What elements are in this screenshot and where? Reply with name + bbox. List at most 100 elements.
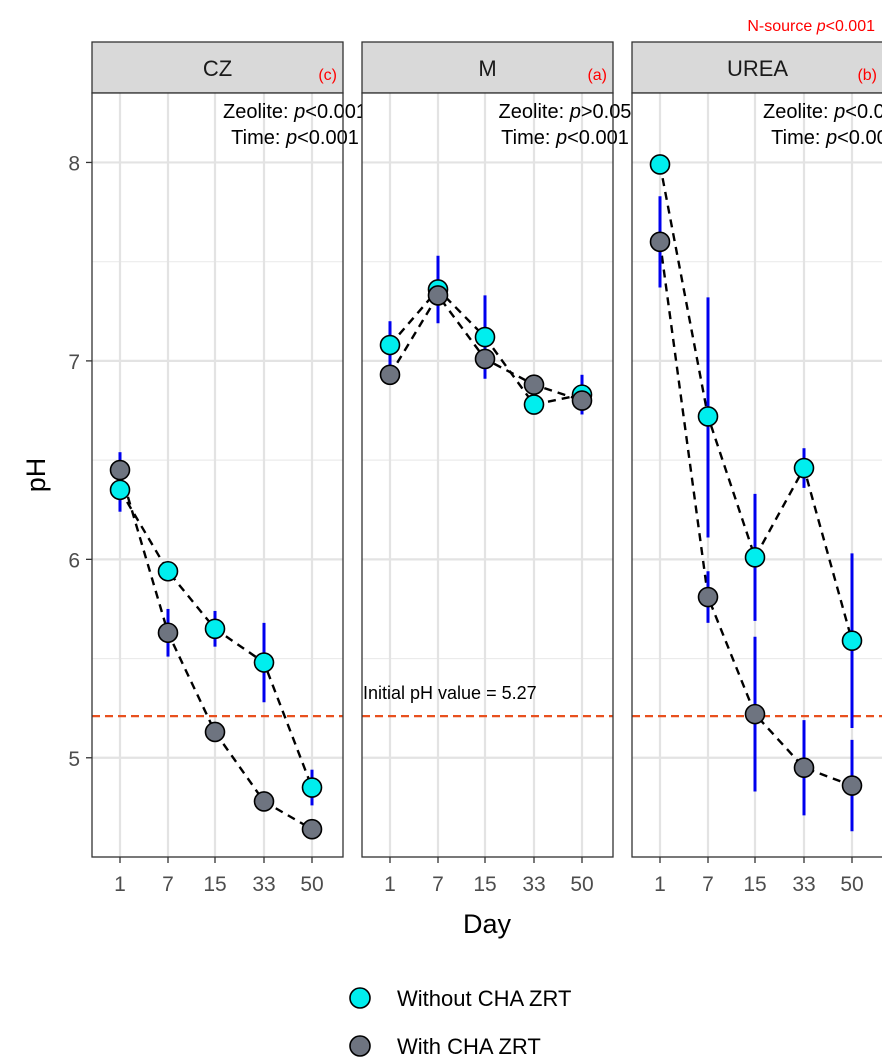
y-tick-label: 7	[68, 351, 80, 374]
annotation-line: Zeolite: p<0.001	[763, 101, 882, 123]
data-point-without	[157, 560, 179, 582]
data-point-without	[793, 457, 815, 479]
data-point-without	[649, 154, 671, 175]
panel-tag: (c)	[318, 67, 337, 84]
annotation-p: p	[293, 101, 305, 123]
annotation-value: >0.05	[581, 101, 632, 123]
n-source-prefix: N-source	[747, 18, 816, 35]
annotation-value: <0.001	[297, 127, 359, 149]
x-tick-label: 15	[473, 873, 496, 896]
legend-marker	[349, 1035, 371, 1057]
annotation-prefix: Zeolite:	[499, 101, 570, 123]
n-source-p: p	[816, 18, 826, 35]
x-tick-label: 7	[702, 873, 714, 896]
panel-tag: (b)	[857, 67, 877, 84]
y-tick-label: 6	[68, 549, 80, 572]
panel-border	[361, 92, 614, 858]
data-point-without	[523, 394, 545, 415]
data-point-with	[157, 622, 179, 644]
x-tick-label: 1	[114, 873, 126, 896]
x-tick-label: 33	[522, 873, 545, 896]
x-tick-label: 7	[432, 873, 444, 896]
annotation-line: Time: p<0.001	[231, 127, 359, 149]
panel-tag: (a)	[587, 67, 607, 84]
x-tick-label: 15	[743, 873, 766, 896]
x-tick-label: 50	[570, 873, 593, 896]
annotation-value: <0.001	[837, 127, 882, 149]
data-point-with	[204, 721, 226, 743]
strip-label: UREA	[727, 56, 788, 81]
annotation-line: Zeolite: p<0.001	[223, 101, 367, 123]
data-point-with	[301, 818, 323, 840]
annotation-value: <0.001	[305, 101, 367, 123]
annotation-line: Time: p<0.001	[771, 127, 882, 149]
series-line-without	[658, 164, 854, 642]
series-line-with	[118, 469, 313, 831]
y-tick-label: 8	[68, 152, 80, 175]
x-tick-label: 33	[252, 873, 275, 896]
legend-label: Without CHA ZRT	[397, 986, 571, 1011]
plot-background	[632, 93, 882, 857]
data-point-without	[204, 618, 226, 640]
annotation-p: p	[825, 127, 837, 149]
data-point-without	[379, 334, 401, 356]
plot-background	[92, 93, 343, 857]
annotation-p: p	[285, 127, 297, 149]
annotation-prefix: Time:	[501, 127, 556, 149]
y-axis-title: pH	[21, 458, 51, 493]
x-tick-label: 1	[384, 873, 396, 896]
annotation-p: p	[569, 101, 581, 123]
data-point-with	[379, 364, 401, 386]
data-point-with	[744, 703, 766, 725]
series-line-with	[658, 241, 853, 787]
data-point-with	[474, 348, 496, 370]
panel-border	[631, 92, 882, 858]
data-point-without	[697, 406, 719, 427]
plot-background	[362, 93, 613, 857]
n-source-value: <0.001	[826, 18, 875, 35]
data-point-without	[744, 547, 766, 568]
data-point-without	[474, 326, 496, 348]
annotation-value: <0.001	[845, 101, 882, 123]
x-tick-label: 1	[654, 873, 666, 896]
n-source-note: N-source p<0.001	[747, 18, 875, 35]
data-point-with	[109, 459, 131, 481]
data-point-with	[253, 791, 275, 812]
legend-marker	[349, 987, 371, 1009]
y-tick-label: 5	[68, 748, 80, 771]
data-point-with	[697, 586, 719, 608]
annotation-prefix: Time:	[231, 127, 286, 149]
strip-cz	[91, 41, 344, 94]
data-point-with	[841, 775, 863, 796]
annotation-p: p	[833, 101, 845, 123]
annotation-prefix: Zeolite:	[223, 101, 294, 123]
panel-border	[91, 92, 344, 858]
data-point-without	[301, 777, 323, 798]
data-point-without	[253, 652, 275, 673]
annotation-prefix: Time:	[771, 127, 826, 149]
x-axis-title: Day	[463, 909, 512, 939]
annotation-p: p	[555, 127, 567, 149]
strip-label: CZ	[203, 56, 232, 81]
data-point-with	[523, 374, 545, 396]
data-point-without	[109, 479, 131, 501]
annotation-value: <0.001	[567, 127, 629, 149]
x-tick-label: 33	[792, 873, 815, 896]
data-point-without	[841, 630, 863, 651]
legend-label: With CHA ZRT	[397, 1034, 541, 1059]
x-tick-label: 7	[162, 873, 174, 896]
x-tick-label: 15	[203, 873, 226, 896]
data-point-with	[793, 757, 815, 779]
data-point-with	[427, 285, 449, 306]
strip-label: M	[478, 56, 496, 81]
annotation-prefix: Zeolite:	[763, 101, 834, 123]
data-point-with	[649, 231, 671, 253]
annotation-line: Time: p<0.001	[501, 127, 629, 149]
data-point-with	[571, 390, 593, 411]
annotation-line: Zeolite: p>0.05	[499, 101, 632, 123]
x-tick-label: 50	[300, 873, 323, 896]
